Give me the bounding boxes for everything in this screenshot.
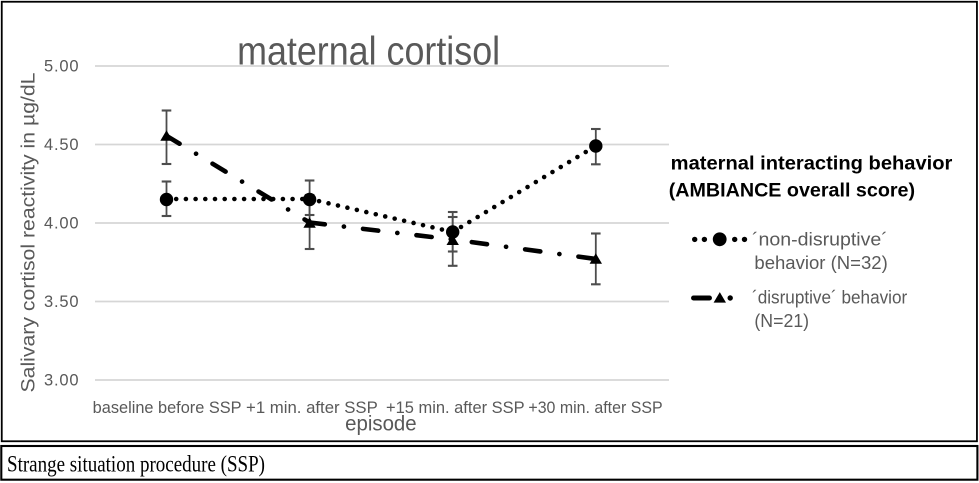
svg-text:+1 min. after SSP: +1 min. after SSP xyxy=(246,399,378,417)
svg-text:maternal cortisol: maternal cortisol xyxy=(237,30,500,74)
svg-text:+30 min. after SSP: +30 min. after SSP xyxy=(528,399,662,417)
svg-text:behavior (N=32): behavior (N=32) xyxy=(754,253,887,273)
svg-text:maternal interacting behavior: maternal interacting behavior xyxy=(671,153,953,175)
svg-text:Salivary cortisol reactivity i: Salivary cortisol reactivity in µg/dL xyxy=(19,73,40,393)
svg-text:4.00: 4.00 xyxy=(44,215,79,233)
svg-text:(N=21): (N=21) xyxy=(754,311,809,331)
svg-text:´non-disruptive´: ´non-disruptive´ xyxy=(752,229,888,249)
svg-text:´disruptive´ behavior: ´disruptive´ behavior xyxy=(752,287,907,307)
svg-text:baseline before SSP: baseline before SSP xyxy=(93,399,242,417)
svg-text:5.00: 5.00 xyxy=(44,58,79,76)
svg-text:3.50: 3.50 xyxy=(44,293,79,311)
svg-text:episode: episode xyxy=(345,413,417,436)
svg-text:(AMBIANCE overall score): (AMBIANCE overall score) xyxy=(669,179,915,201)
svg-text:+15 min. after SSP: +15 min. after SSP xyxy=(386,399,525,417)
svg-text:3.00: 3.00 xyxy=(44,372,79,390)
svg-text:Strange situation procedure (S: Strange situation procedure (SSP) xyxy=(7,451,265,476)
svg-text:4.50: 4.50 xyxy=(44,136,79,154)
